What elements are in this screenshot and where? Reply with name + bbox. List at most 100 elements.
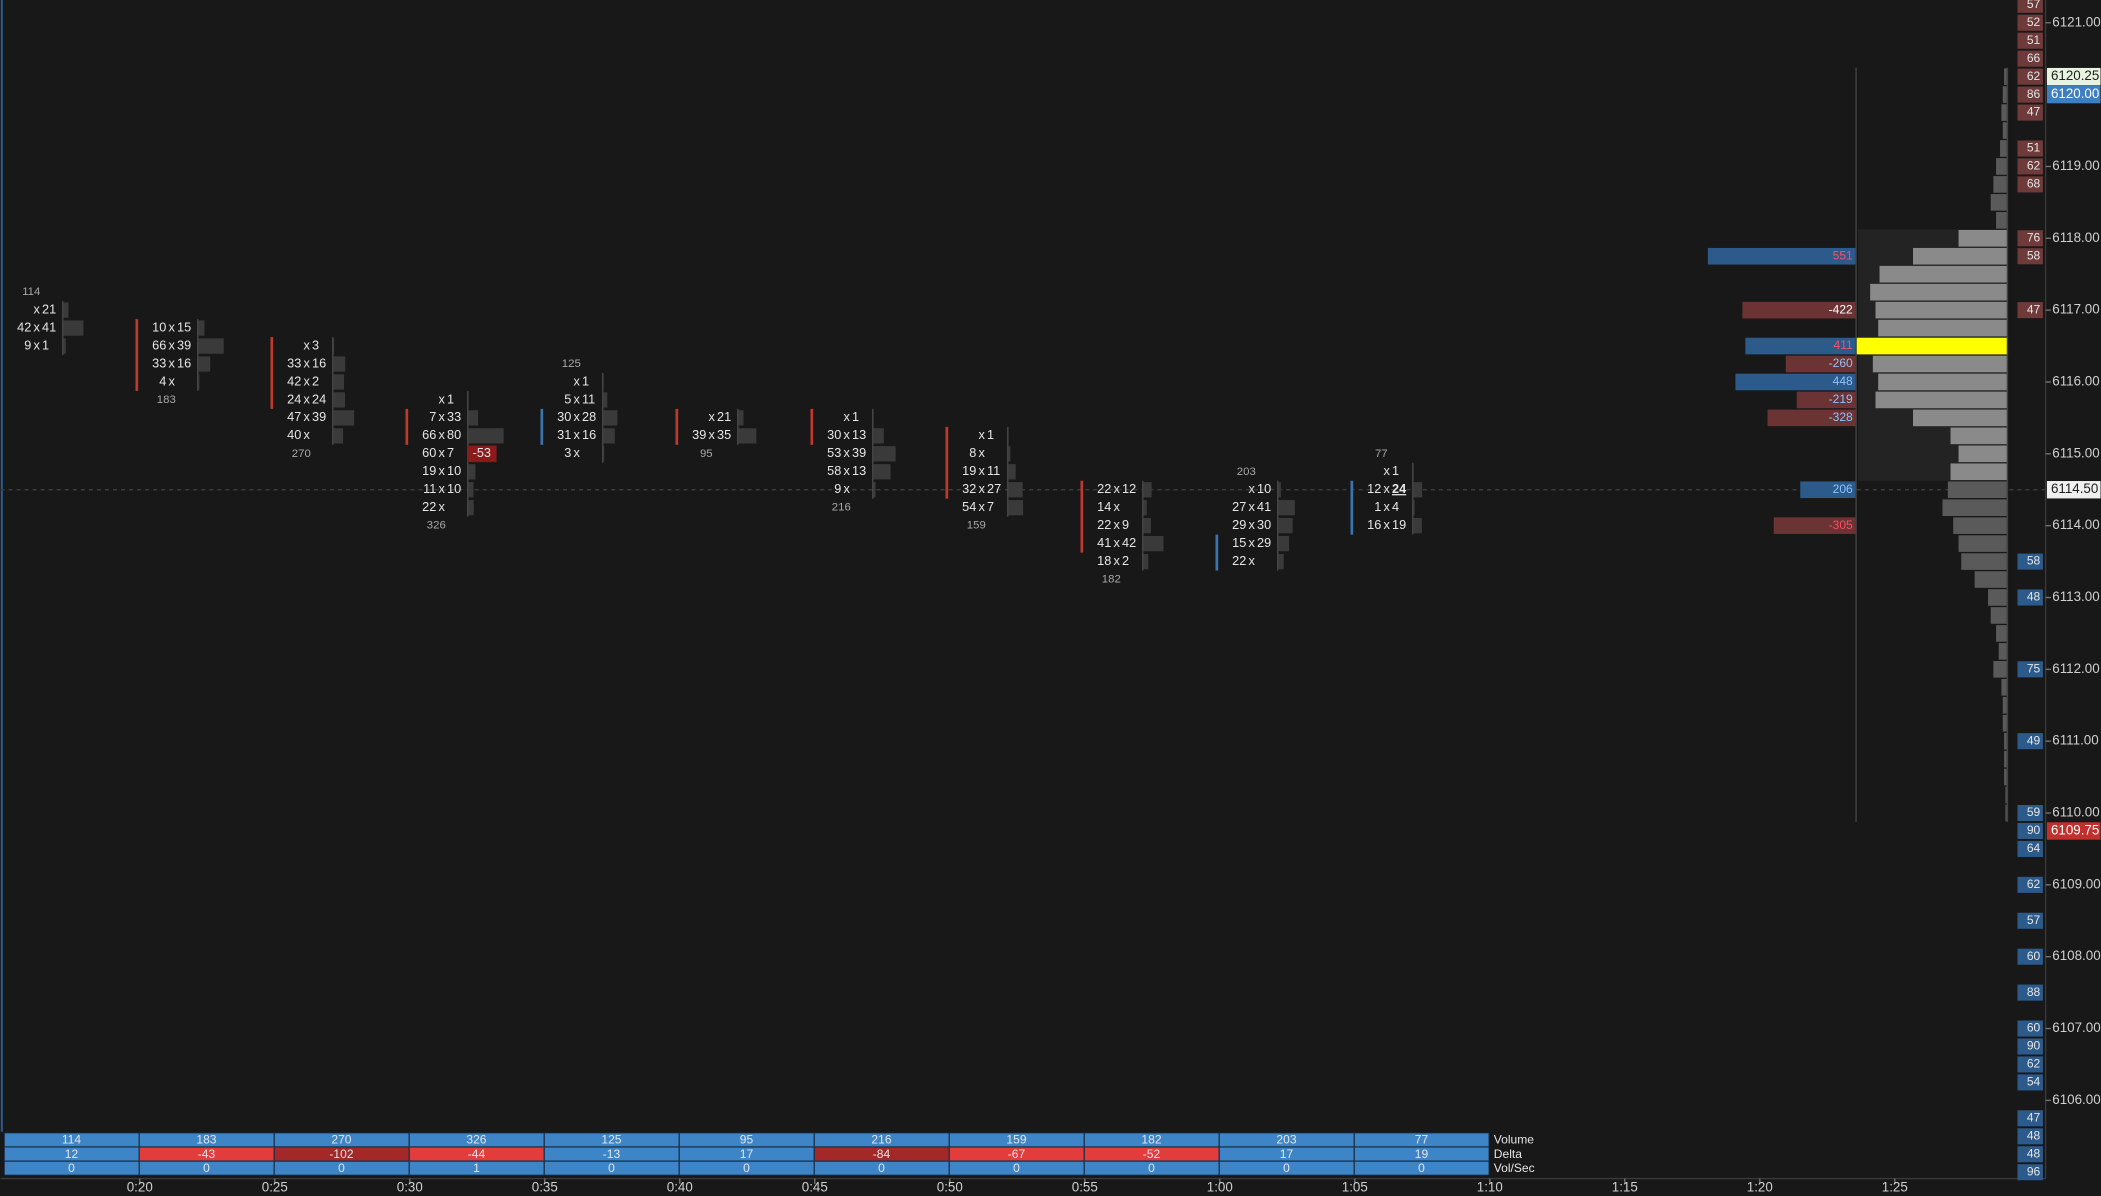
summary-value: 114 [62, 1133, 82, 1147]
dom-size-label: 47 [2027, 302, 2041, 316]
volume-profile-bar [1990, 607, 2007, 624]
row-volume-bar [333, 338, 335, 354]
dom-size [2017, 68, 2043, 85]
ask-volume: 1 [987, 427, 994, 442]
dom-size-label: 66 [2027, 51, 2041, 65]
bid-volume: 4 [159, 373, 166, 388]
delta-profile-bar [1707, 247, 1856, 265]
delta-profile-label: 551 [1833, 248, 1853, 262]
dom-size [2017, 948, 2043, 965]
dom-size-label: 90 [2027, 1039, 2041, 1053]
ask-volume: 42 [1122, 535, 1136, 550]
row-volume-bar [1278, 482, 1281, 498]
row-volume-bar [1143, 500, 1147, 516]
volume-profile-bar [2001, 104, 2007, 121]
price-tick-label: 6121.00 [2052, 14, 2100, 29]
candle-body [945, 426, 949, 499]
price-tick-label: 6117.00 [2052, 302, 2099, 317]
dom-size-label: 62 [2027, 877, 2041, 891]
dom-size-label: 48 [2027, 1128, 2041, 1142]
ask-volume: 1 [42, 337, 49, 352]
summary-value: 159 [1006, 1133, 1026, 1147]
volume-profile-bar [1974, 571, 2007, 588]
ask-volume: 4 [1392, 499, 1399, 514]
ask-volume: 9 [1122, 517, 1129, 532]
dom-size [2017, 984, 2043, 1001]
separator: x [303, 427, 310, 442]
summary-value: 0 [203, 1161, 210, 1175]
delta-profile-bar [1785, 355, 1856, 373]
dom-size [2017, 1128, 2043, 1145]
ask-volume: 11 [987, 463, 1000, 478]
ask-volume: 2 [312, 373, 319, 388]
separator: x [843, 481, 850, 496]
dom-size-label: 48 [2027, 1146, 2041, 1160]
volume-profile-bar [1875, 391, 2007, 409]
price-tick-label: 6109.00 [2052, 876, 2100, 891]
summary-value: 125 [601, 1133, 621, 1147]
volume-profile-bar [1993, 176, 2007, 193]
separator: x [303, 373, 310, 388]
row-volume-bar [1143, 482, 1152, 498]
separator: x [1113, 481, 1120, 496]
volume-profile-bar [2004, 732, 2007, 750]
separator: x [573, 445, 580, 460]
candle-body [270, 337, 274, 409]
price-marker-label: 6109.75 [2051, 823, 2099, 838]
ask-volume: 29 [1257, 535, 1271, 550]
summary-value: 0 [338, 1161, 345, 1175]
volume-profile-bar [1856, 337, 2007, 355]
row-volume-bar [1008, 500, 1024, 516]
row-volume-bar [333, 410, 355, 426]
row-volume-bar [1278, 500, 1295, 516]
separator: x [438, 445, 445, 460]
bid-volume: 22 [422, 499, 436, 514]
separator: x [978, 499, 985, 514]
bar-total: 182 [1102, 574, 1121, 586]
summary-cell [1354, 1132, 1490, 1147]
imbalance-box [467, 445, 497, 463]
ask-volume: 35 [717, 427, 731, 442]
volume-profile-bar [1950, 463, 2007, 481]
row-volume-bar [333, 356, 346, 372]
summary-cell [274, 1146, 410, 1162]
price-tick-label: 6107.00 [2052, 1020, 2100, 1035]
summary-cell [1219, 1161, 1355, 1176]
ask-volume: 7 [447, 445, 454, 460]
separator: x [438, 409, 445, 424]
bid-volume: 22 [1097, 481, 1111, 496]
imbalance-label: -53 [473, 445, 491, 460]
volume-profile-bar [2001, 678, 2007, 696]
bar-total: 326 [427, 520, 446, 532]
summary-cell [1354, 1161, 1490, 1176]
price-marker [2046, 481, 2101, 499]
summary-value: 0 [1013, 1161, 1020, 1175]
dom-size-label: 58 [2027, 554, 2041, 568]
bid-volume: 32 [962, 481, 976, 496]
volume-profile-bar [2002, 696, 2007, 714]
dom-size [2017, 302, 2043, 319]
bar-total: 95 [700, 448, 713, 460]
bid-volume: 18 [1097, 553, 1111, 568]
row-volume-bar [333, 428, 344, 444]
volume-profile-bar [1958, 229, 2007, 247]
price-marker-label: 6120.00 [2051, 86, 2099, 101]
separator: x [978, 427, 985, 442]
separator: x [438, 463, 445, 478]
dom-size [2017, 876, 2043, 893]
price-tick-label: 6112.00 [2052, 661, 2099, 676]
separator: x [573, 427, 580, 442]
summary-value: -44 [468, 1147, 486, 1161]
candle-body [675, 408, 679, 445]
separator: x [1248, 499, 1255, 514]
summary-row-label: Delta [1494, 1147, 1522, 1161]
ask-volume: 30 [1257, 517, 1271, 532]
ask-volume: 1 [1392, 463, 1399, 478]
dom-size [2017, 661, 2043, 678]
price-tick-label: 6113.00 [2052, 589, 2099, 604]
separator: x [33, 319, 40, 334]
ask-volume: 2 [1122, 553, 1129, 568]
